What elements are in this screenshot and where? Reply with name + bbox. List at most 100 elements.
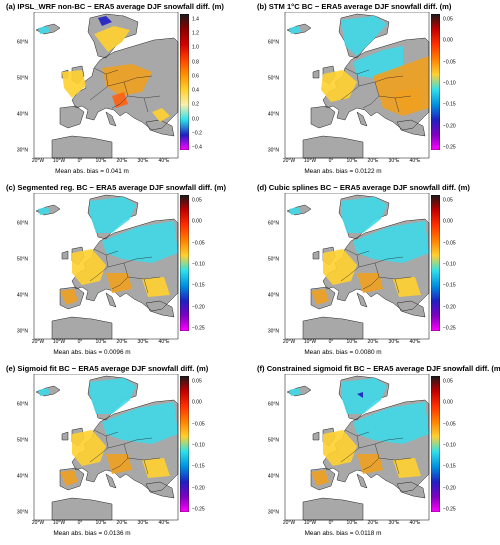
map-panel: (a) IPSL_WRF non-BC − ERA5 average DJF s… xyxy=(2,2,247,180)
colorbar-ticks: 0.05 0.00 −0.05 −0.10 −0.15 −0.20 −0.25 xyxy=(443,376,473,512)
latitude-label: 60°N xyxy=(267,39,279,46)
colorbar-ticks: 0.05 0.00 −0.05 −0.10 −0.15 −0.20 −0.25 xyxy=(443,195,473,331)
longitude-label: 40°E xyxy=(409,158,421,164)
diff-patch xyxy=(341,16,387,56)
colorbar-gradient xyxy=(431,14,440,150)
colorbar-tick-label: 0.6 xyxy=(192,73,199,80)
colorbar-tick-label: 1.0 xyxy=(192,44,199,51)
colorbar-tick-label: 0.05 xyxy=(443,16,453,23)
latitude-labels: 60°N 50°N 40°N 30°N xyxy=(2,374,30,524)
colorbar-tick-label: −0.25 xyxy=(192,325,205,332)
colorbar-tick-label: 0.05 xyxy=(443,197,453,204)
diff-patch xyxy=(38,388,50,396)
diff-patch xyxy=(289,388,301,396)
diff-patch xyxy=(90,197,136,233)
latitude-label: 60°N xyxy=(16,39,28,46)
map-frame xyxy=(33,193,179,340)
diff-patch xyxy=(62,70,86,98)
latitude-labels: 60°N 50°N 40°N 30°N xyxy=(253,193,281,343)
diff-patch xyxy=(357,454,383,474)
colorbar-tick-label: −0.25 xyxy=(443,144,456,151)
longitude-label: 20°E xyxy=(367,339,379,345)
diff-patch xyxy=(357,392,363,398)
colorbar-gradient xyxy=(431,195,440,331)
colorbar xyxy=(180,14,189,150)
longitude-label: 40°E xyxy=(158,520,170,526)
latitude-label: 60°N xyxy=(267,401,279,408)
colorbar xyxy=(431,195,440,331)
difference-field xyxy=(38,378,178,486)
longitude-label: 30°E xyxy=(388,158,400,164)
latitude-label: 50°N xyxy=(267,75,279,82)
panel-title: (c) Segmented reg. BC − ERA5 average DJF… xyxy=(6,183,227,192)
colorbar-tick-label: −0.10 xyxy=(192,261,205,268)
panel-title: (a) IPSL_WRF non-BC − ERA5 average DJF s… xyxy=(6,2,224,11)
longitude-label: 0° xyxy=(77,158,83,164)
diff-patch xyxy=(106,454,132,474)
latitude-label: 50°N xyxy=(16,75,28,82)
colorbar-tick-label: 1.4 xyxy=(192,16,199,23)
longitude-label: 30°E xyxy=(388,520,400,526)
europe-map xyxy=(33,12,179,159)
colorbar-tick-label: −0.15 xyxy=(443,463,456,470)
longitude-labels: 20°W 10°W 0° 10°E 20°E 30°E 40°E xyxy=(253,520,433,527)
diff-patch xyxy=(323,249,357,285)
latitude-label: 40°N xyxy=(267,292,279,299)
longitude-label: 0° xyxy=(328,520,334,526)
colorbar-tick-label: 0.2 xyxy=(192,101,199,108)
colorbar-tick-label: −0.20 xyxy=(192,304,205,311)
colorbar-tick-label: −0.25 xyxy=(443,506,456,513)
longitude-labels: 20°W 10°W 0° 10°E 20°E 30°E 40°E xyxy=(2,520,182,527)
colorbar-tick-label: 0.00 xyxy=(443,37,453,44)
diff-patch xyxy=(72,249,106,285)
latitude-labels: 60°N 50°N 40°N 30°N xyxy=(2,193,30,343)
colorbar-tick-label: 0.05 xyxy=(192,378,202,385)
longitude-label: 10°E xyxy=(346,158,358,164)
colorbar-tick-label: −0.15 xyxy=(443,101,456,108)
diff-patch xyxy=(393,88,423,112)
latitude-label: 30°N xyxy=(267,147,279,154)
colorbar-tick-label: −0.20 xyxy=(192,485,205,492)
latitude-label: 40°N xyxy=(16,473,28,480)
longitude-labels: 20°W 10°W 0° 10°E 20°E 30°E 40°E xyxy=(2,158,182,165)
europe-map xyxy=(33,374,179,521)
diff-patch xyxy=(102,221,178,263)
longitude-label: 40°E xyxy=(409,339,421,345)
colorbar xyxy=(431,376,440,512)
diff-patch xyxy=(106,273,132,293)
country-borders xyxy=(340,429,412,475)
colorbar-tick-label: −0.10 xyxy=(443,261,456,268)
longitude-label: 10°W xyxy=(303,520,317,526)
longitude-label: 10°E xyxy=(346,520,358,526)
colorbar-tick-label: −0.05 xyxy=(192,240,205,247)
diff-patch xyxy=(393,277,421,297)
longitude-label: 10°W xyxy=(52,158,66,164)
longitude-label: 30°E xyxy=(388,339,400,345)
longitude-labels: 20°W 10°W 0° 10°E 20°E 30°E 40°E xyxy=(253,339,433,346)
longitude-label: 30°E xyxy=(137,520,149,526)
colorbar-tick-label: 0.4 xyxy=(192,87,199,94)
panel-title: (e) Sigmoid fit BC − ERA5 average DJF sn… xyxy=(6,364,209,373)
colorbar-tick-label: −0.20 xyxy=(443,123,456,130)
colorbar-tick-label: −0.2 xyxy=(192,130,202,137)
longitude-label: 0° xyxy=(328,339,334,345)
colorbar-tick-label: −0.15 xyxy=(192,282,205,289)
latitude-label: 50°N xyxy=(16,256,28,263)
longitude-label: 20°E xyxy=(367,520,379,526)
colorbar-tick-label: 0.0 xyxy=(192,116,199,123)
mean-abs-bias: Mean abs. bias = 0.0118 m xyxy=(304,530,382,537)
colorbar xyxy=(180,195,189,331)
latitude-label: 60°N xyxy=(16,401,28,408)
diff-patch xyxy=(311,470,329,486)
colorbar-ticks: 0.05 0.00 −0.05 −0.10 −0.15 −0.20 −0.25 xyxy=(192,195,222,331)
longitude-label: 20°W xyxy=(282,520,296,526)
diff-patch xyxy=(60,470,78,486)
diff-patch xyxy=(323,430,357,466)
colorbar-ticks: 1.4 1.2 1.0 0.8 0.6 0.4 0.2 0.0 −0.2 −0.4 xyxy=(192,14,222,150)
colorbar-tick-label: 0.00 xyxy=(443,218,453,225)
diff-patch xyxy=(341,378,387,414)
colorbar-tick-label: −0.15 xyxy=(192,463,205,470)
longitude-label: 20°E xyxy=(367,158,379,164)
colorbar-tick-label: −0.10 xyxy=(443,80,456,87)
diff-patch xyxy=(357,273,383,293)
